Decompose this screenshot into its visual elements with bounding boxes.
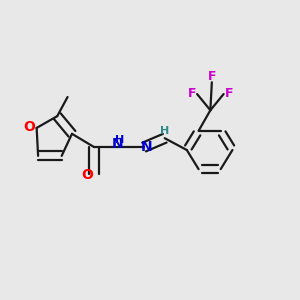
Text: F: F	[188, 87, 196, 100]
Text: O: O	[23, 120, 35, 134]
Text: F: F	[225, 87, 233, 100]
Text: O: O	[82, 168, 94, 182]
Text: H: H	[115, 135, 124, 145]
Text: N: N	[141, 140, 153, 154]
Text: F: F	[208, 70, 217, 83]
Text: H: H	[160, 126, 169, 136]
Text: N: N	[112, 137, 123, 151]
